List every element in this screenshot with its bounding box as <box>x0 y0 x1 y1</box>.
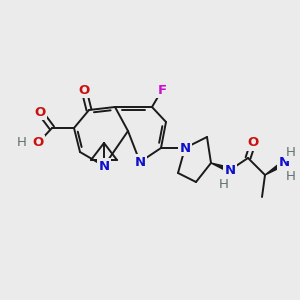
Text: H: H <box>286 146 296 160</box>
Text: N: N <box>134 155 146 169</box>
Polygon shape <box>265 161 285 175</box>
Text: H: H <box>286 169 296 182</box>
Text: F: F <box>158 83 166 97</box>
Text: N: N <box>98 160 110 172</box>
Text: N: N <box>224 164 236 176</box>
Text: N: N <box>179 142 191 154</box>
Text: O: O <box>248 136 259 149</box>
Text: O: O <box>78 83 90 97</box>
Text: N: N <box>278 157 290 169</box>
Text: O: O <box>32 136 44 149</box>
Polygon shape <box>211 163 231 172</box>
Text: H: H <box>219 178 229 190</box>
Text: H: H <box>17 136 27 149</box>
Text: O: O <box>34 106 46 118</box>
